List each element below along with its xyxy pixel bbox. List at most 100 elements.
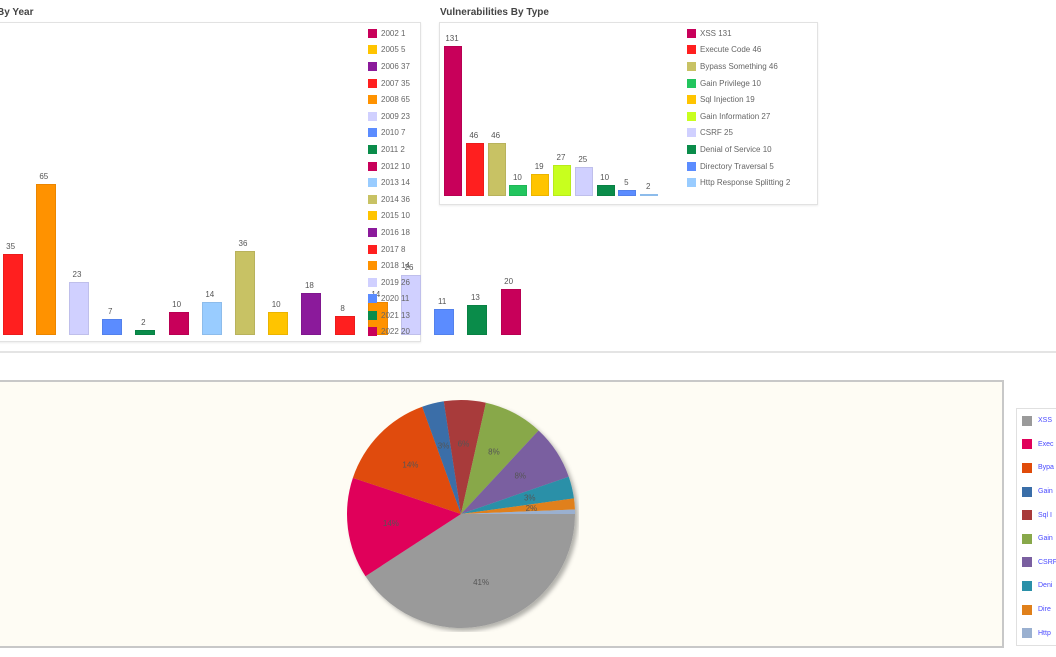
legend-item[interactable]: Denial of Service 10 [687, 141, 790, 158]
legend-item[interactable]: 2006 37 [368, 58, 410, 75]
legend-item[interactable]: 2015 10 [368, 208, 410, 225]
pie-slice-xss[interactable] [365, 514, 575, 628]
pie-slice-bypass-something[interactable] [352, 406, 461, 514]
bar-sql-injection[interactable] [531, 174, 550, 196]
legend-item[interactable]: 2021 13 [368, 307, 410, 324]
pie-legend-item[interactable]: Gain [1017, 527, 1056, 551]
legend-item[interactable]: 2002 1 [368, 25, 410, 42]
pie-slice-gain-information[interactable] [461, 402, 539, 514]
pie-legend-item[interactable]: Exec [1017, 433, 1056, 457]
bar-gain-privilege[interactable] [509, 184, 528, 196]
legend-label: 2015 10 [381, 211, 410, 221]
legend-label: Dire [1038, 606, 1051, 614]
bar-2007[interactable] [2, 253, 23, 335]
legend-item[interactable]: 2012 10 [368, 158, 410, 175]
bar-2017[interactable] [334, 316, 355, 335]
pie-slice-denial-of-service[interactable] [461, 476, 574, 514]
bar-2011[interactable] [135, 330, 156, 335]
legend-item[interactable]: Http Response Splitting 2 [687, 174, 790, 191]
legend-item[interactable]: Directory Traversal 5 [687, 158, 790, 175]
legend-swatch [687, 95, 696, 105]
legend-item[interactable]: Execute Code 46 [687, 42, 790, 59]
legend-item[interactable]: 2005 5 [368, 42, 410, 59]
pie-percent-label: 41% [473, 578, 489, 587]
legend-item[interactable]: Gain Information 27 [687, 108, 790, 125]
pie-legend-item[interactable]: Gain [1017, 480, 1056, 504]
bar-xss[interactable] [444, 46, 462, 196]
bar-bypass-something[interactable] [487, 143, 506, 196]
pie-legend-item[interactable]: Http [1017, 621, 1056, 645]
pie-slice-http-response-splitting[interactable] [461, 509, 575, 514]
bar-denial-of-service[interactable] [596, 184, 615, 196]
pie-legend-item[interactable]: Deni [1017, 574, 1056, 598]
legend-label: Gain [1038, 488, 1053, 496]
legend-swatch [1022, 510, 1032, 521]
year-legend: 2002 1 2005 5 2006 37 2007 35 2008 65 2009 23… [368, 25, 410, 340]
legend-label: 2012 10 [381, 161, 410, 171]
pie-slice-gain-privilege[interactable] [422, 401, 461, 514]
legend-item[interactable]: 2016 18 [368, 224, 410, 241]
legend-item[interactable]: Sql Injection 19 [687, 91, 790, 108]
bar-value-label: 10 [172, 299, 182, 309]
pie-legend-item[interactable]: XSS [1017, 409, 1056, 433]
pie-percent-label: 14% [383, 519, 399, 528]
legend-label: 2013 14 [381, 178, 410, 188]
legend-item[interactable]: 2011 2 [368, 141, 410, 158]
legend-swatch [368, 194, 377, 204]
bar-2020[interactable] [434, 309, 455, 335]
pie-slice-directory-traversal[interactable] [461, 498, 575, 514]
bar-directory-traversal[interactable] [618, 190, 637, 196]
legend-label: Http Response Splitting 2 [700, 178, 791, 188]
legend-item[interactable]: 2020 11 [368, 291, 410, 308]
legend-item[interactable]: 2010 7 [368, 125, 410, 142]
legend-swatch [687, 78, 696, 88]
bar-2013[interactable] [201, 302, 222, 335]
pie-slice-sql-injection[interactable] [443, 400, 486, 514]
bar-2016[interactable] [301, 293, 322, 335]
legend-swatch [1022, 533, 1032, 544]
bar-2022[interactable] [500, 288, 521, 335]
legend-item[interactable]: CSRF 25 [687, 125, 790, 142]
pie-legend-item[interactable]: Bypa [1017, 456, 1056, 480]
pie-slice-csrf[interactable] [461, 430, 569, 514]
legend-swatch [368, 45, 377, 55]
legend-item[interactable]: 2019 26 [368, 274, 410, 291]
legend-item[interactable]: 2008 65 [368, 91, 410, 108]
bar-2019[interactable] [401, 274, 421, 335]
bar-value-label: 10 [512, 172, 522, 182]
bar-value-label: 23 [72, 269, 82, 279]
pie-slice-execute-code[interactable] [347, 477, 461, 577]
legend-swatch [368, 211, 377, 221]
legend-item[interactable]: 2018 14 [368, 257, 410, 274]
bar-csrf[interactable] [574, 167, 593, 196]
bar-2012[interactable] [168, 311, 189, 335]
legend-item[interactable]: 2007 35 [368, 75, 410, 92]
bar-2015[interactable] [268, 311, 289, 335]
pie-legend-item[interactable]: CSRF [1017, 551, 1056, 575]
legend-item[interactable]: XSS 131 [687, 25, 790, 42]
legend-item[interactable]: 2014 36 [368, 191, 410, 208]
bar-http-response-splitting[interactable] [640, 193, 659, 196]
pie-legend-item[interactable]: Sql I [1017, 503, 1056, 527]
bar-2021[interactable] [467, 304, 488, 335]
legend-item[interactable]: 2017 8 [368, 241, 410, 258]
legend-label: 2006 37 [381, 61, 410, 71]
legend-item[interactable]: Gain Privilege 10 [687, 75, 790, 92]
legend-swatch [687, 178, 696, 188]
bar-2009[interactable] [69, 281, 89, 335]
legend-swatch [368, 28, 377, 38]
bar-value-label: 35 [6, 241, 16, 251]
bar-2014[interactable] [235, 251, 255, 335]
bar-execute-code[interactable] [465, 143, 484, 196]
legend-item[interactable]: 2013 14 [368, 174, 410, 191]
bar-2008[interactable] [35, 184, 56, 335]
bar-2010[interactable] [102, 318, 123, 335]
legend-swatch [368, 244, 377, 254]
bar-gain-information[interactable] [553, 165, 571, 196]
legend-item[interactable]: 2022 20 [368, 324, 410, 341]
pie-legend-item[interactable]: Dire [1017, 598, 1056, 622]
legend-label: XSS [1038, 417, 1053, 425]
legend-item[interactable]: Bypass Something 46 [687, 58, 790, 75]
legend-label: XSS 131 [700, 28, 732, 38]
legend-item[interactable]: 2009 23 [368, 108, 410, 125]
